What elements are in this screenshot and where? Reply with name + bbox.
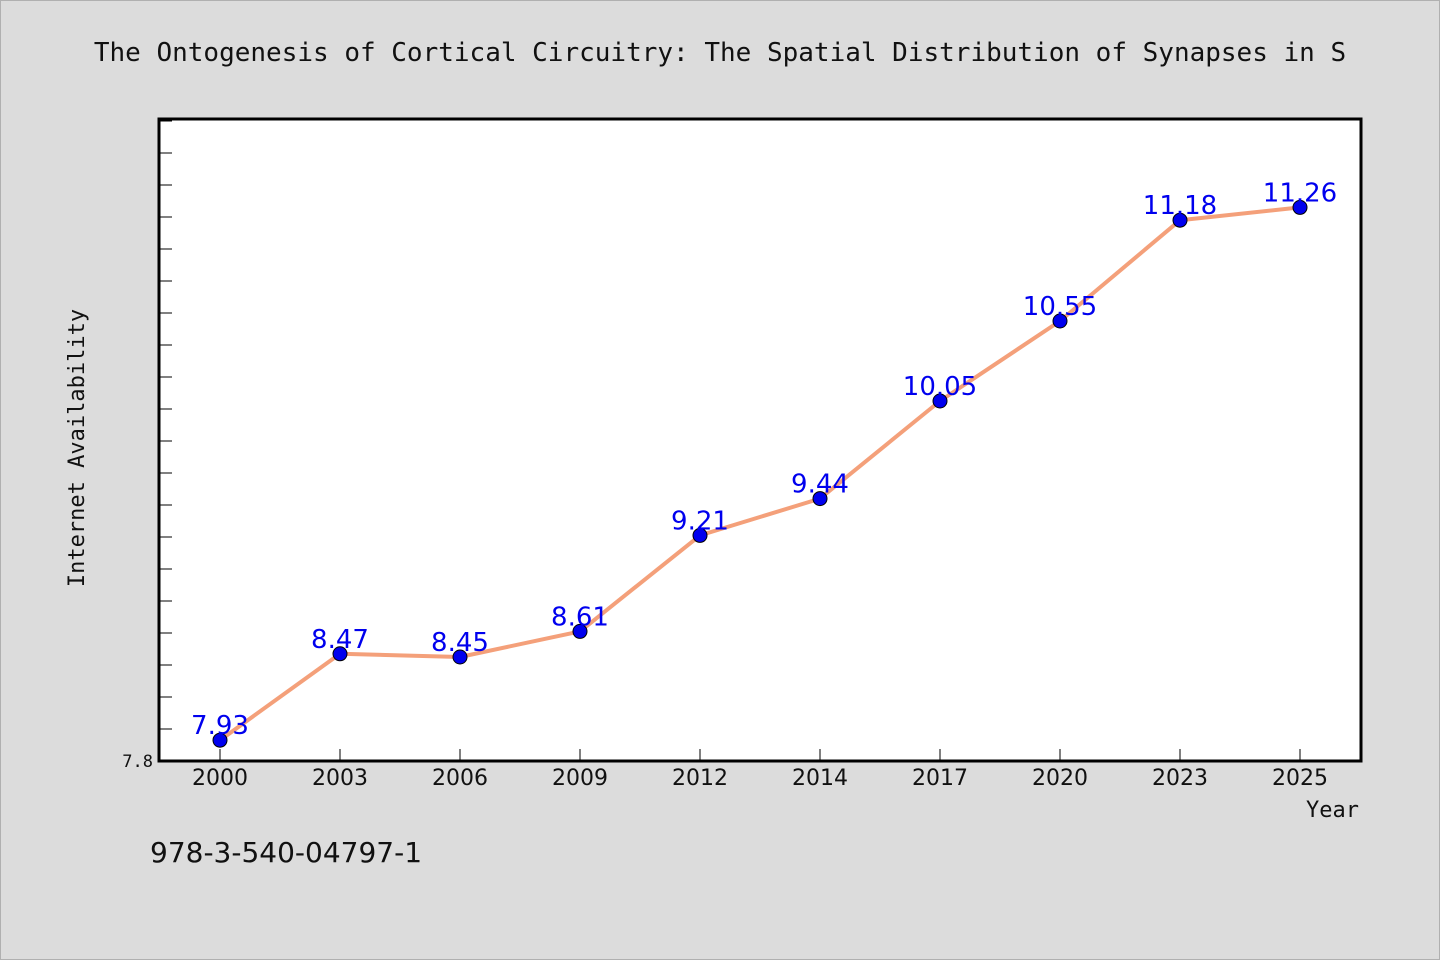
isbn-label: 978-3-540-04797-1	[150, 836, 423, 869]
x-tick-label: 2017	[912, 766, 968, 791]
data-point	[332, 646, 348, 662]
data-label: 7.93	[191, 711, 249, 741]
x-axis-label: Year	[1306, 798, 1359, 823]
data-label: 9.44	[791, 470, 849, 500]
x-tick-label: 2020	[1032, 766, 1088, 791]
data-point	[1052, 313, 1068, 329]
x-axis-ticks: 2000 2003 2006 2009 2012 2014 2017 2020 2023 2025	[192, 749, 1328, 791]
data-label: 9.21	[671, 506, 729, 536]
y-tick-label: 7.8	[122, 752, 153, 772]
x-tick-label: 2014	[792, 766, 848, 791]
x-tick-label: 2003	[312, 766, 368, 791]
chart-title: The Ontogenesis of Cortical Circuitry: T…	[94, 38, 1346, 68]
x-tick-label: 2023	[1152, 766, 1208, 791]
x-tick-label: 2012	[672, 766, 728, 791]
series-line	[218, 205, 1302, 743]
series-layer: 7.93 8.47 8.45 8.61 9.21 9.44 10.05 10.55 11.18 1…	[191, 178, 1337, 748]
data-point	[212, 732, 228, 748]
x-tick-label: 2006	[432, 766, 488, 791]
x-tick-label: 2009	[552, 766, 608, 791]
data-label: 10.55	[1023, 292, 1097, 322]
x-tick-label: 2000	[192, 766, 248, 791]
y-axis-ticks: 7.8	[122, 120, 172, 772]
data-point	[1292, 199, 1308, 215]
data-label: 11.18	[1143, 191, 1217, 221]
data-label: 11.26	[1263, 178, 1337, 208]
data-point	[692, 527, 708, 543]
data-label: 8.47	[311, 625, 369, 655]
data-label: 8.61	[551, 602, 609, 632]
data-label: 10.05	[903, 372, 977, 402]
y-axis-label: Internet Availability	[65, 309, 90, 587]
data-point	[1172, 212, 1188, 228]
data-point	[452, 649, 468, 665]
data-point	[812, 491, 828, 507]
data-label: 8.45	[431, 628, 489, 658]
data-point	[932, 393, 948, 409]
x-tick-label: 2025	[1272, 766, 1328, 791]
data-point	[572, 623, 588, 639]
